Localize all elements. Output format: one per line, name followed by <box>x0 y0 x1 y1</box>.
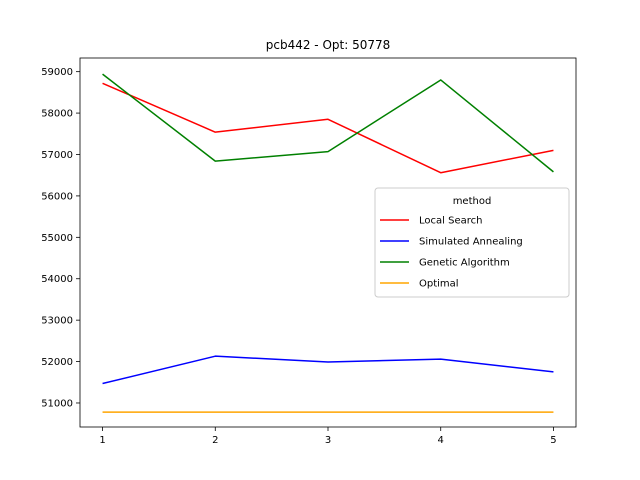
chart-title: pcb442 - Opt: 50778 <box>266 38 391 52</box>
x-tick-label-2: 3 <box>325 435 331 446</box>
y-tick-label-6: 57000 <box>41 150 73 161</box>
y-tick-label-7: 58000 <box>41 109 73 120</box>
x-tick-label-3: 4 <box>438 435 444 446</box>
y-tick-label-1: 52000 <box>41 357 73 368</box>
x-tick-label-0: 1 <box>99 435 105 446</box>
series-line-2 <box>102 73 554 173</box>
legend-label-2: Genetic Algorithm <box>419 258 510 269</box>
y-tick-label-4: 55000 <box>41 233 73 244</box>
x-tick-label-1: 2 <box>212 435 218 446</box>
series-line-0 <box>102 82 554 174</box>
y-tick-label-8: 59000 <box>41 67 73 78</box>
series-line-1 <box>102 355 554 385</box>
y-tick-label-3: 54000 <box>41 274 73 285</box>
y-tick-label-0: 51000 <box>41 398 73 409</box>
legend: method Local Search Simulated Annealing Gen… <box>374 187 570 298</box>
axes-layer: 1 2 3 4 5 51000 52000 53000 54000 55000 56000 57000… <box>41 57 577 446</box>
x-tick-label-4: 5 <box>550 435 556 446</box>
legend-box <box>374 187 570 298</box>
legend-title: method <box>453 196 492 207</box>
y-tick-label-5: 56000 <box>41 191 73 202</box>
y-tick-label-2: 53000 <box>41 316 73 327</box>
legend-label-3: Optimal <box>419 279 459 290</box>
legend-label-0: Local Search <box>419 216 482 227</box>
legend-label-1: Simulated Annealing <box>419 237 523 248</box>
series-layer <box>102 73 554 413</box>
